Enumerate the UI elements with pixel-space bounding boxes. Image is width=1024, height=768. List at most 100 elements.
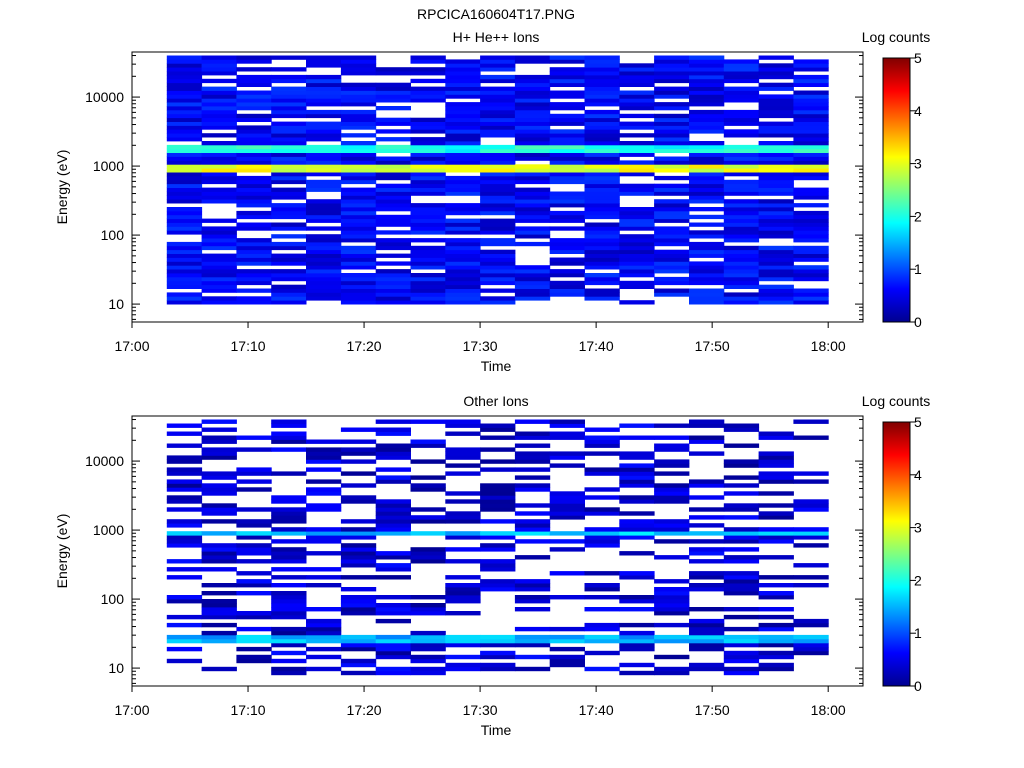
- heatmap-cell: [480, 113, 516, 119]
- heatmap-cell: [375, 280, 411, 286]
- heatmap-cell: [549, 634, 585, 640]
- heatmap-cell: [584, 595, 620, 600]
- heatmap-cell: [549, 273, 585, 278]
- heatmap-cell: [549, 74, 585, 80]
- heatmap-cell: [549, 435, 585, 440]
- heatmap-cell: [758, 74, 794, 80]
- heatmap-cell: [723, 427, 760, 432]
- heatmap-cell: [410, 78, 446, 84]
- heatmap-cell: [689, 195, 725, 200]
- heatmap-cell: [584, 199, 620, 204]
- colorbar-tick-label: 4: [914, 467, 922, 483]
- heatmap-cell: [689, 300, 725, 305]
- heatmap-cell: [654, 443, 690, 448]
- heatmap-cell: [340, 483, 377, 488]
- heatmap-cell: [410, 141, 446, 146]
- heatmap-cell: [271, 276, 307, 282]
- heatmap-cell: [514, 654, 551, 660]
- heatmap-cell: [654, 607, 690, 612]
- heatmap-cell: [271, 234, 307, 239]
- heatmap-cell: [549, 203, 585, 208]
- heatmap-cell: [271, 241, 307, 247]
- heatmap-cell: [758, 491, 794, 496]
- heatmap-cell: [514, 419, 551, 424]
- heatmap-cell: [201, 113, 237, 119]
- heatmap-cell: [480, 125, 516, 130]
- heatmap-cell: [793, 531, 829, 536]
- heatmap-cell: [723, 59, 760, 64]
- heatmap-cell: [201, 611, 237, 616]
- heatmap-cell: [584, 238, 620, 243]
- heatmap-cell: [340, 156, 377, 161]
- heatmap-cell: [166, 125, 203, 130]
- heatmap-cell: [723, 86, 760, 91]
- heatmap-cell: [410, 257, 446, 262]
- heatmap-cell: [306, 634, 342, 640]
- heatmap-cell: [654, 483, 690, 488]
- heatmap-cell: [723, 191, 760, 196]
- heatmap-cell: [201, 109, 237, 115]
- heatmap-cell: [654, 168, 690, 173]
- heatmap-cell: [340, 634, 377, 640]
- heatmap-cell: [445, 164, 481, 169]
- heatmap-cell: [201, 156, 237, 161]
- heatmap-cell: [758, 94, 794, 99]
- heatmap-cell: [236, 531, 272, 536]
- heatmap-cell: [654, 144, 690, 150]
- heatmap-cell: [306, 622, 342, 628]
- heatmap-cell: [410, 90, 446, 95]
- heatmap-cell: [549, 156, 585, 161]
- heatmap-cell: [340, 261, 377, 266]
- heatmap-cell: [166, 622, 203, 628]
- heatmap-cell: [306, 638, 342, 644]
- heatmap-cell: [723, 579, 760, 584]
- heatmap-cell: [549, 214, 585, 220]
- heatmap-cell: [340, 547, 377, 552]
- heatmap-cell: [445, 519, 481, 524]
- heatmap-cell: [480, 519, 516, 524]
- heatmap-cell: [619, 98, 655, 103]
- heatmap-cell: [758, 300, 794, 305]
- heatmap-cell: [723, 555, 760, 560]
- heatmap-cell: [201, 199, 237, 204]
- heatmap-cell: [758, 650, 794, 656]
- heatmap-cell: [236, 551, 272, 556]
- heatmap-cell: [654, 106, 690, 111]
- heatmap-cell: [340, 439, 377, 444]
- heatmap-cell: [306, 583, 342, 588]
- heatmap-cell: [549, 160, 585, 165]
- heatmap-cell: [723, 230, 760, 235]
- heatmap-cell: [271, 214, 307, 220]
- heatmap-cell: [166, 94, 203, 99]
- heatmap-cell: [271, 144, 307, 150]
- heatmap-cell: [166, 160, 203, 165]
- heatmap-cell: [166, 479, 203, 484]
- heatmap-cell: [480, 642, 516, 648]
- heatmap-cell: [410, 203, 446, 208]
- heatmap-cell: [445, 451, 481, 456]
- heatmap-cell: [445, 511, 481, 516]
- heatmap-cell: [306, 74, 342, 80]
- heatmap-cell: [201, 511, 237, 516]
- heatmap-cell: [271, 555, 307, 560]
- colorbar-tick-label: 2: [914, 208, 922, 224]
- heatmap-cell: [201, 519, 237, 524]
- heatmap-cell: [689, 67, 725, 72]
- heatmap-cell: [271, 607, 307, 612]
- heatmap-cell: [758, 245, 794, 251]
- heatmap-cell: [480, 164, 516, 169]
- colorbar: [882, 421, 911, 687]
- colorbar-tick-label: 5: [914, 50, 922, 66]
- heatmap-cell: [201, 439, 237, 444]
- heatmap-cell: [445, 222, 481, 227]
- x-tick-label: 18:00: [811, 338, 846, 354]
- heatmap-cell: [375, 148, 411, 153]
- heatmap-cell: [201, 144, 237, 150]
- heatmap-cell: [793, 527, 829, 532]
- heatmap-cell: [514, 555, 551, 560]
- heatmap-cell: [549, 133, 585, 138]
- heatmap-cell: [514, 451, 551, 456]
- heatmap-cell: [619, 168, 655, 173]
- heatmap-cell: [514, 125, 551, 130]
- heatmap-cell: [306, 249, 342, 254]
